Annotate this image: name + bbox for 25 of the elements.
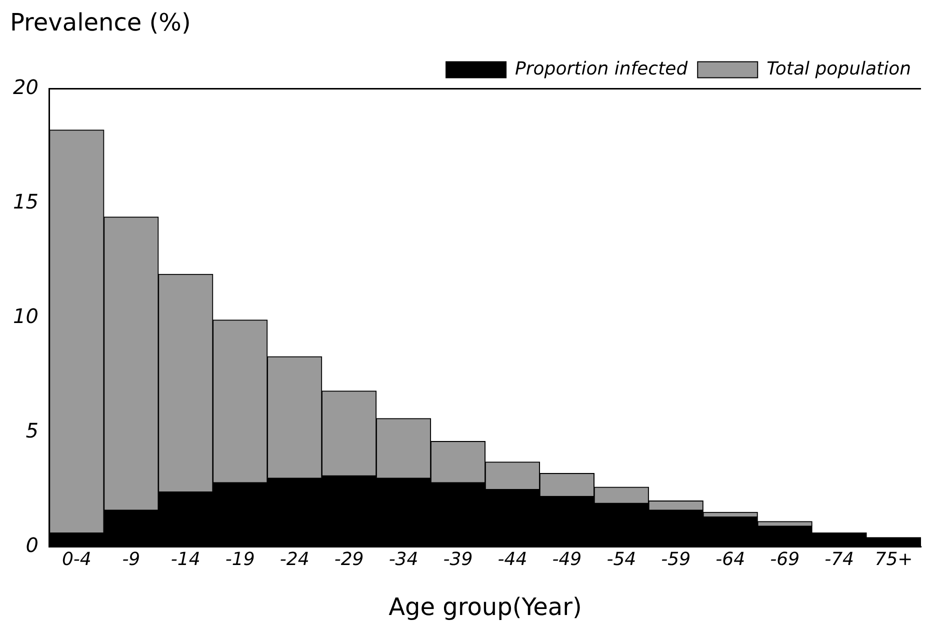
x-tick-label: -24 <box>280 549 310 570</box>
y-tick-label: 5 <box>26 418 38 442</box>
x-tick-label: -29 <box>334 549 364 570</box>
x-tick-label: -59 <box>661 549 691 570</box>
x-tick-label: -54 <box>606 549 636 570</box>
legend-label: Proportion infected <box>515 58 688 80</box>
x-tick-label: -9 <box>122 549 140 570</box>
x-tick-label: -14 <box>170 549 200 570</box>
x-tick-label: -39 <box>443 549 473 570</box>
y-axis-title: Prevalence (%) <box>10 8 191 37</box>
x-tick-label: -44 <box>498 549 528 570</box>
y-tick-label: 0 <box>26 532 38 557</box>
legend-label: Total population <box>766 58 912 80</box>
x-tick-label: -34 <box>388 549 418 570</box>
x-axis-title: Age group(Year) <box>388 592 582 621</box>
x-tick-label: -64 <box>716 549 746 570</box>
y-tick-label: 10 <box>12 304 38 328</box>
x-tick-label: -74 <box>824 549 854 570</box>
x-tick-label: 75+ <box>874 549 913 570</box>
y-tick-label: 20 <box>12 75 38 100</box>
x-tick-label: -49 <box>552 549 582 570</box>
y-tick-label: 15 <box>12 189 38 214</box>
x-tick-label: 0-4 <box>62 549 92 570</box>
x-tick-label: -69 <box>770 549 800 570</box>
x-tick-label: -19 <box>225 549 255 570</box>
